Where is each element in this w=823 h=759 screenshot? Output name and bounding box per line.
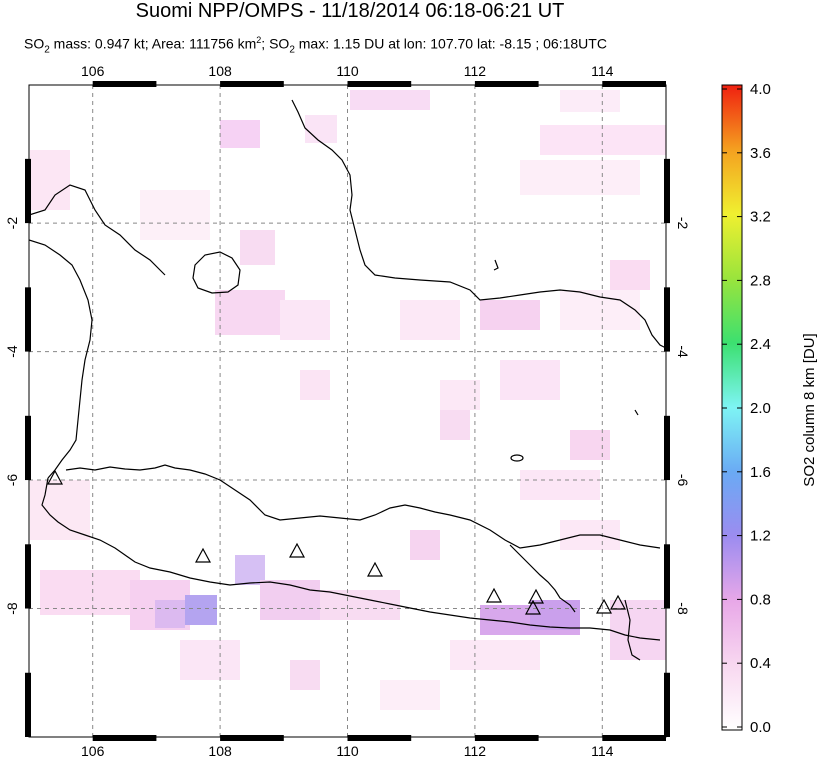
lon-tick-label-bottom: 114 (591, 743, 614, 759)
frame-segment-left (25, 415, 31, 481)
lat-tick-label-right: -8 (675, 602, 691, 615)
frame-segment-top (347, 81, 412, 87)
colorbar-tick-label: 1.6 (750, 464, 771, 481)
frame-segment-bottom (474, 735, 539, 741)
frame-segment-top (474, 81, 539, 87)
colorbar-tick-label: 3.2 (750, 209, 771, 226)
tick-labels: 106 106 108 108 110 110 112 112 114 114 -2 -4 -6 -8 -2… (4, 63, 691, 759)
triangle-icon (366, 561, 384, 577)
frame-segment-right (664, 415, 670, 481)
frame-segment-bottom (92, 735, 157, 741)
subtitle-so-max-prefix: ; SO (261, 35, 290, 52)
triangle-icon (527, 588, 545, 604)
frame-segment-bottom (602, 735, 666, 741)
colorbar-tick-label: 0.8 (750, 591, 771, 608)
colorbar-label: SO2 column 8 km [DU] (801, 333, 818, 486)
map-title: Suomi NPP/OMPS - 11/18/2014 06:18-06:21 … (135, 0, 565, 22)
triangle-icon (609, 594, 627, 610)
lat-tick-label-left: -4 (4, 345, 20, 358)
colorbar-tick-label: 1.2 (750, 528, 771, 545)
colorbar-tick-label: 0.0 (750, 719, 771, 736)
graticule (29, 85, 666, 737)
frame-segment-top (220, 81, 284, 87)
frame-segment-left (25, 287, 31, 352)
lon-tick-label-top: 108 (208, 63, 232, 79)
lat-tick-label-left: -8 (4, 602, 20, 615)
lat-tick-label-right: -4 (675, 345, 691, 358)
frame-segment-right (664, 158, 670, 224)
lon-tick-label-bottom: 112 (464, 743, 487, 759)
triangle-icon (194, 547, 212, 563)
frame-ticks (25, 81, 670, 741)
frame-segment-right (664, 544, 670, 609)
lon-tick-label-top: 112 (464, 63, 487, 79)
lon-tick-label-bottom: 106 (81, 743, 105, 759)
so2-pixel-layer (30, 90, 666, 710)
frame-segment-top (602, 81, 666, 87)
frame-segment-left (25, 544, 31, 609)
frame-segment-top (92, 81, 157, 87)
lon-tick-label-bottom: 110 (336, 743, 359, 759)
subtitle-mass-area: mass: 0.947 kt; Area: 111756 km (49, 35, 257, 52)
frame-segment-right (664, 672, 670, 737)
triangle-icon (595, 598, 613, 614)
triangle-icon (485, 587, 503, 603)
frame-segment-bottom (220, 735, 284, 741)
lon-tick-label-bottom: 108 (208, 743, 232, 759)
colorbar-tick-label: 4.0 (750, 81, 771, 98)
colorbar-tick-label: 2.8 (750, 272, 771, 289)
volcano-markers (46, 469, 627, 615)
frame-segment-right (664, 287, 670, 352)
lon-tick-label-top: 110 (336, 63, 359, 79)
colorbar-ticks: 4.0 3.6 3.2 2.8 2.4 2.0 1.6 1.2 0.8 0.4 0.0 (722, 81, 771, 736)
triangle-icon (524, 599, 542, 615)
lat-tick-label-left: -6 (4, 474, 20, 487)
colorbar-tick-label: 2.4 (750, 336, 771, 353)
subtitle-max-location: max: 1.15 DU at lon: 107.70 lat: -8.15 ;… (294, 35, 607, 52)
frame-segment-left (25, 158, 31, 224)
colorbar-tick-label: 3.6 (750, 145, 771, 162)
lon-tick-label-top: 106 (81, 63, 105, 79)
coastlines (29, 99, 666, 661)
lat-tick-label-right: -2 (675, 217, 691, 230)
map-subtitle: SO2 mass: 0.947 kt; Area: 111756 km2; SO… (24, 35, 607, 56)
lat-tick-label-right: -6 (675, 474, 691, 487)
frame-segment-left (25, 672, 31, 737)
triangle-icon (288, 542, 306, 558)
triangle-icon (46, 469, 64, 485)
frame-segment-bottom (347, 735, 412, 741)
colorbar-tick-label: 2.0 (750, 400, 771, 417)
colorbar-tick-label: 0.4 (750, 655, 771, 672)
lon-tick-label-top: 114 (591, 63, 614, 79)
subtitle-so-prefix: SO (24, 35, 45, 52)
lat-tick-label-left: -2 (4, 217, 20, 230)
